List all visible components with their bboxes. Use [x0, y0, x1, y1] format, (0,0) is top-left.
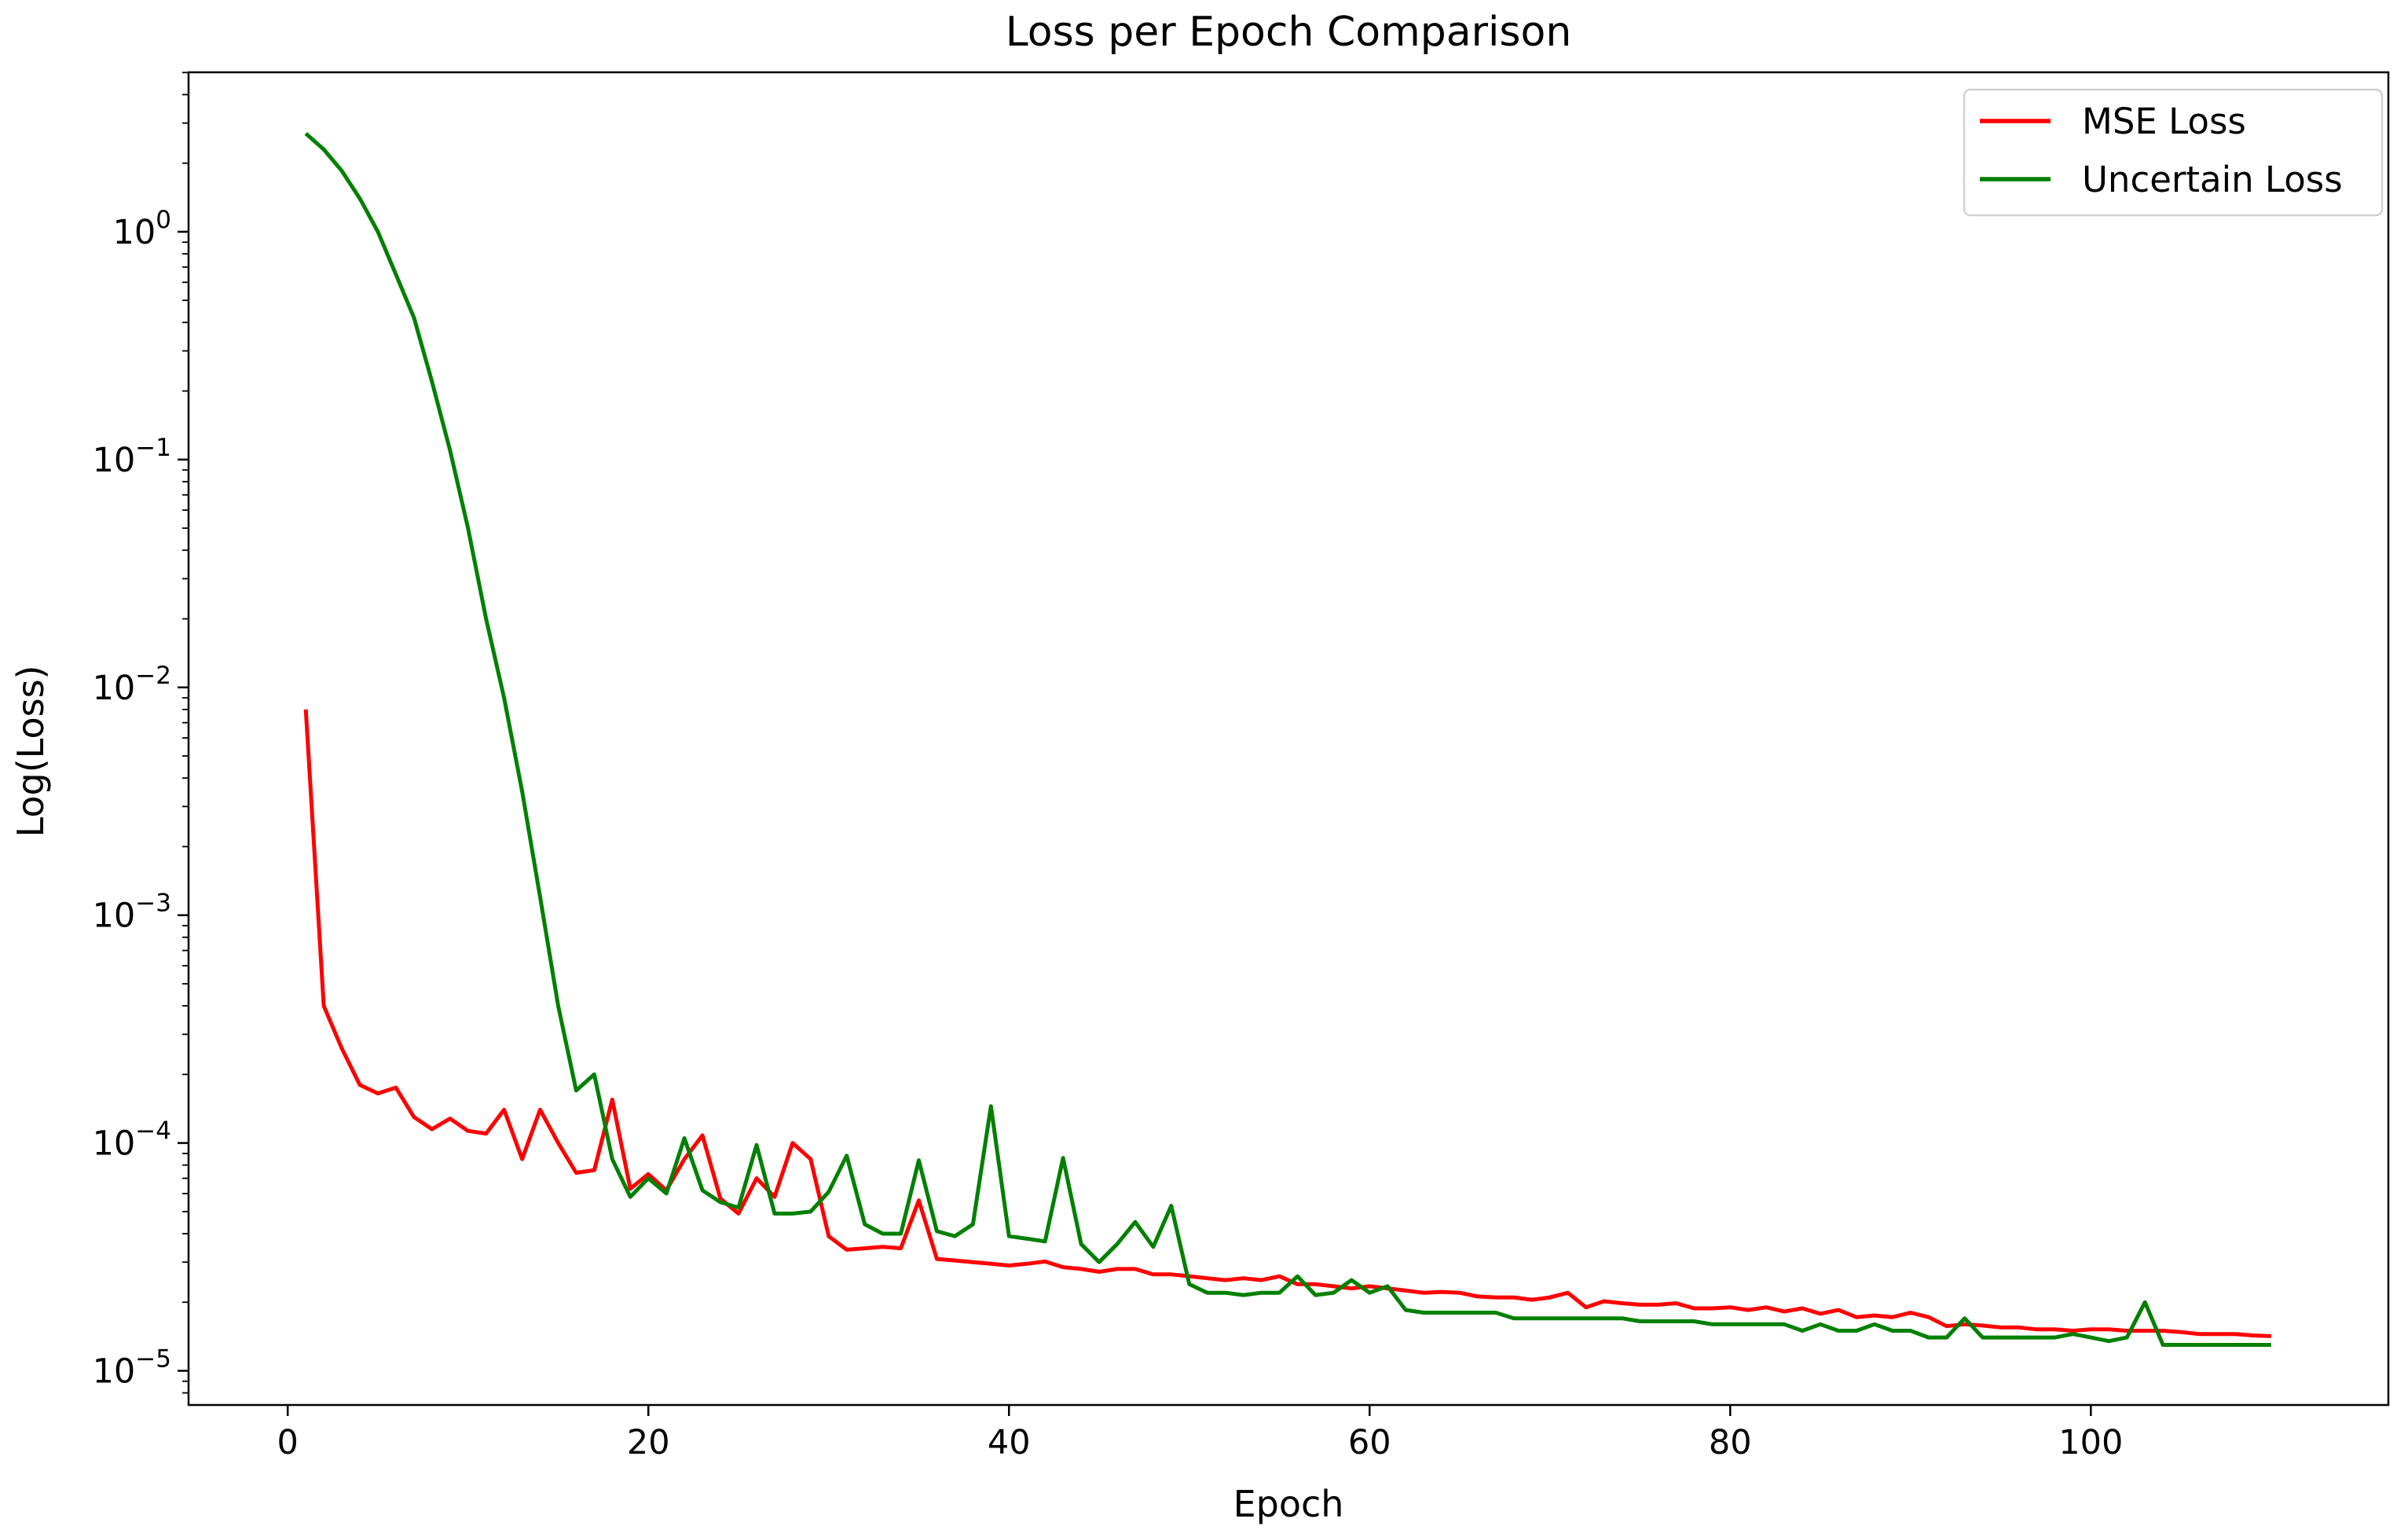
x-tick-label: 0 [277, 1423, 299, 1462]
x-tick-label: 100 [2058, 1423, 2123, 1462]
legend-label-uncertain-loss: Uncertain Loss [2082, 159, 2343, 200]
x-tick-label: 40 [988, 1423, 1031, 1462]
legend-label-mse-loss: MSE Loss [2082, 101, 2246, 142]
y-axis-label: Log(Loss) [9, 666, 52, 838]
x-tick-label: 80 [1709, 1423, 1752, 1462]
series-line-uncertain-loss [304, 132, 2271, 1347]
series-line-mse-loss [303, 709, 2271, 1338]
legend: MSE Loss Uncertain Loss [1963, 88, 2384, 217]
legend-box [1963, 88, 2384, 217]
x-tick-label: 20 [627, 1423, 670, 1462]
plot-frame [187, 71, 2390, 1407]
series-group [303, 132, 2271, 1347]
y-minor-ticks [182, 72, 189, 1394]
x-axis-label: Epoch [1233, 1483, 1344, 1525]
chart-title: Loss per Epoch Comparison [1006, 9, 1572, 56]
x-tick-label: 60 [1348, 1423, 1391, 1462]
x-axis-ticks: 0 20 40 60 80 100 [277, 1405, 2123, 1462]
